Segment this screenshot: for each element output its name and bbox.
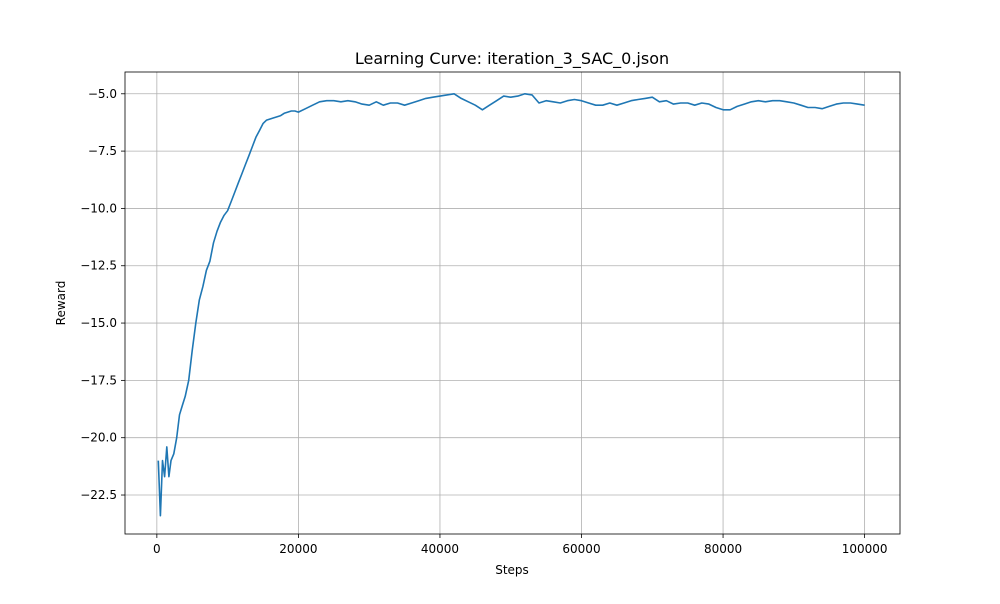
x-axis-label: Steps <box>495 563 529 577</box>
grid-lines <box>125 72 900 534</box>
y-axis-ticks: −22.5 −20.0 −17.5 −15.0 −12.5 −10.0 −7.5 −5.0 <box>80 87 125 502</box>
x-tick-label: 80000 <box>704 542 742 556</box>
plot-frame <box>124 71 901 535</box>
x-axis-ticks: 0 20000 40000 60000 80000 100000 <box>153 534 888 556</box>
y-tick-label: −22.5 <box>80 488 117 502</box>
x-tick-label: 100000 <box>842 542 888 556</box>
y-tick-label: −17.5 <box>80 373 117 387</box>
y-tick-label: −5.0 <box>88 87 117 101</box>
y-axis-label: Reward <box>54 281 68 326</box>
y-tick-label: −20.0 <box>80 431 117 445</box>
reward-series-line <box>157 93 865 517</box>
y-tick-label: −15.0 <box>80 316 117 330</box>
y-tick-label: −7.5 <box>88 144 117 158</box>
x-tick-label: 60000 <box>562 542 600 556</box>
plot-background <box>125 72 900 534</box>
chart-title: Learning Curve: iteration_3_SAC_0.json <box>355 49 669 69</box>
x-tick-label: 40000 <box>421 542 459 556</box>
y-tick-label: −12.5 <box>80 259 117 273</box>
x-tick-label: 20000 <box>279 542 317 556</box>
y-tick-label: −10.0 <box>80 201 117 215</box>
x-tick-label: 0 <box>153 542 161 556</box>
data-series <box>157 93 865 517</box>
